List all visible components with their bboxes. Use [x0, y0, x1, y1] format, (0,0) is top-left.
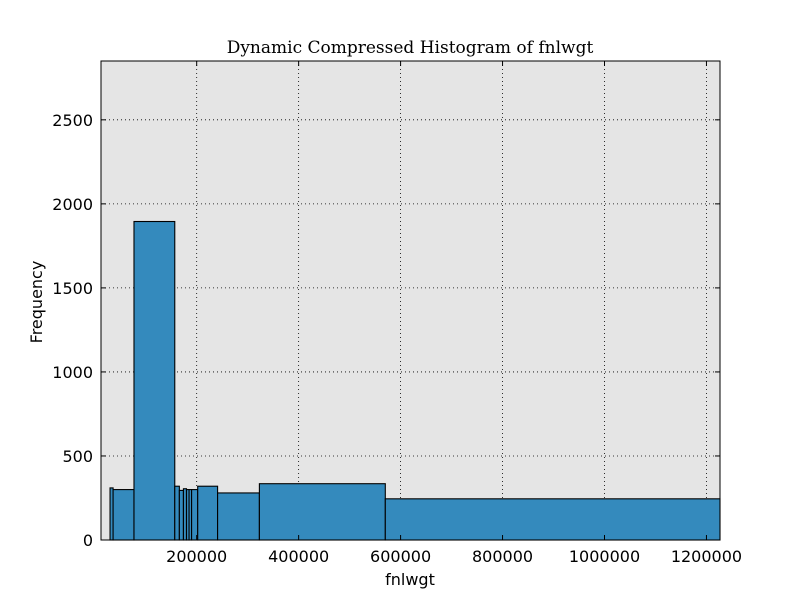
y-tick-label: 2000: [52, 195, 93, 214]
y-axis-ticks: 0 500 1000 1500 2000 2500: [52, 111, 720, 550]
x-tick-label: 1200000: [671, 547, 742, 566]
plot-area: [101, 61, 720, 540]
chart-title: Dynamic Compressed Histogram of fnlwgt: [227, 38, 594, 58]
y-axis-label: Frequency: [27, 261, 46, 344]
x-tick-label: 1000000: [569, 547, 640, 566]
histogram-bar: [258, 483, 386, 541]
x-axis-label: fnlwgt: [385, 570, 435, 589]
x-tick-label: 800000: [472, 547, 533, 566]
bars-group: [109, 220, 721, 541]
y-tick-label: 1000: [52, 363, 93, 382]
y-tick-label: 500: [62, 447, 93, 466]
x-axis-ticks: 200000 400000 600000 800000 1000000 1200000: [166, 61, 742, 566]
histogram-bar: [174, 485, 180, 541]
histogram-bar: [384, 498, 721, 541]
y-tick-label: 0: [83, 531, 93, 550]
x-tick-label: 200000: [166, 547, 227, 566]
histogram-bar: [178, 489, 184, 541]
histogram-bar: [191, 489, 199, 541]
y-tick-label: 2500: [52, 111, 93, 130]
x-tick-label: 600000: [370, 547, 431, 566]
x-tick-label: 400000: [268, 547, 329, 566]
histogram-bar: [112, 489, 135, 541]
histogram-bar: [133, 220, 176, 541]
plot-frame: [100, 60, 721, 541]
y-tick-label: 1500: [52, 279, 93, 298]
histogram-bar: [217, 492, 260, 541]
histogram-bar: [197, 485, 219, 541]
